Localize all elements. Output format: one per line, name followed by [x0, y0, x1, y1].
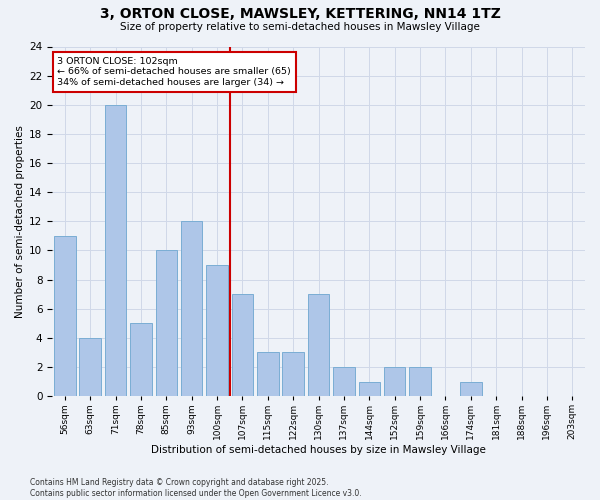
Bar	[283, 352, 304, 396]
Bar	[308, 294, 329, 396]
Bar	[333, 367, 355, 396]
Text: 3, ORTON CLOSE, MAWSLEY, KETTERING, NN14 1TZ: 3, ORTON CLOSE, MAWSLEY, KETTERING, NN14…	[100, 8, 500, 22]
Bar	[155, 250, 177, 396]
Bar	[105, 105, 127, 396]
Bar	[130, 324, 152, 396]
Bar	[181, 222, 202, 396]
Bar	[79, 338, 101, 396]
Bar	[54, 236, 76, 396]
X-axis label: Distribution of semi-detached houses by size in Mawsley Village: Distribution of semi-detached houses by …	[151, 445, 486, 455]
Text: 3 ORTON CLOSE: 102sqm
← 66% of semi-detached houses are smaller (65)
34% of semi: 3 ORTON CLOSE: 102sqm ← 66% of semi-deta…	[58, 57, 291, 87]
Bar	[257, 352, 278, 396]
Y-axis label: Number of semi-detached properties: Number of semi-detached properties	[15, 125, 25, 318]
Bar	[232, 294, 253, 396]
Text: Contains HM Land Registry data © Crown copyright and database right 2025.
Contai: Contains HM Land Registry data © Crown c…	[30, 478, 362, 498]
Text: Size of property relative to semi-detached houses in Mawsley Village: Size of property relative to semi-detach…	[120, 22, 480, 32]
Bar	[359, 382, 380, 396]
Bar	[460, 382, 482, 396]
Bar	[206, 265, 228, 396]
Bar	[384, 367, 406, 396]
Bar	[409, 367, 431, 396]
